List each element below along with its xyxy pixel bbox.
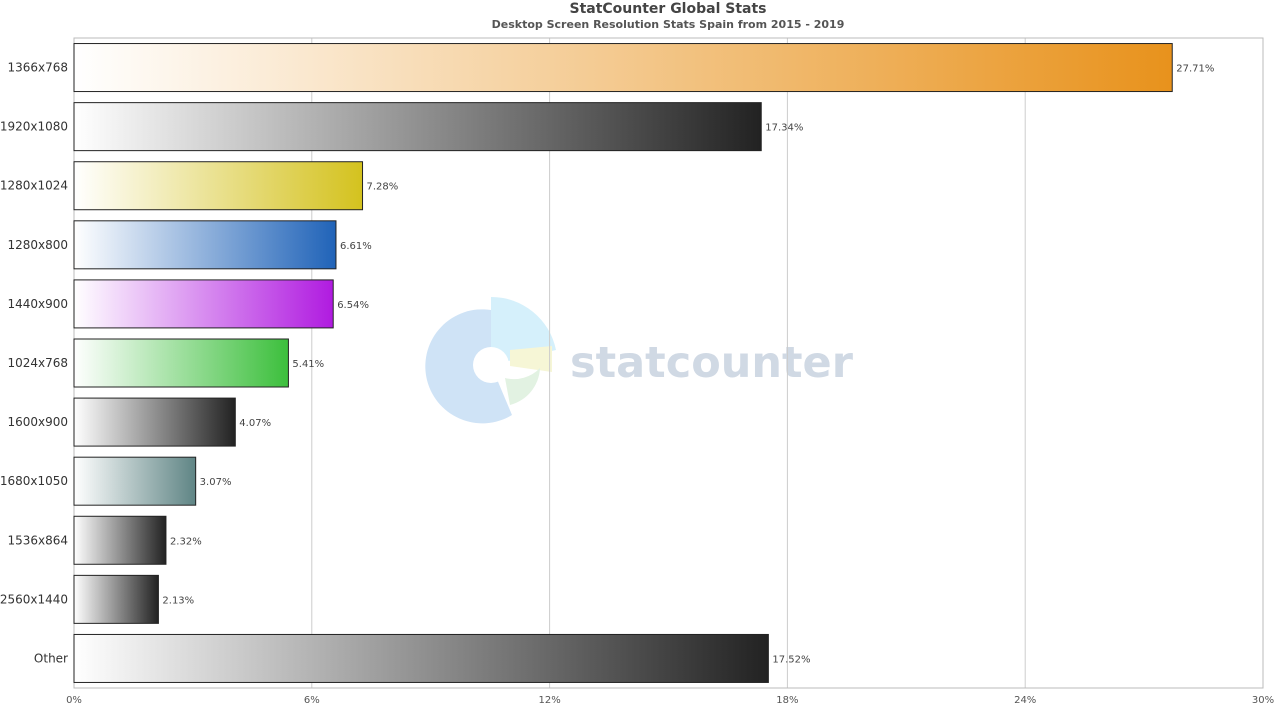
data-label: 27.71% xyxy=(1176,64,1214,75)
data-label: 7.28% xyxy=(367,182,399,193)
watermark-logo-yellow xyxy=(510,346,552,372)
category-label: 1280x1024 xyxy=(0,179,68,193)
data-label: 5.41% xyxy=(292,359,324,370)
watermark-text: statcounter xyxy=(570,338,854,388)
bar xyxy=(73,161,364,211)
data-label: 2.13% xyxy=(162,595,194,606)
category-label: Other xyxy=(34,651,68,665)
chart-subtitle: Desktop Screen Resolution Stats Spain fr… xyxy=(491,18,845,31)
data-label: 6.54% xyxy=(337,300,369,311)
category-label: 1440x900 xyxy=(7,297,68,311)
x-tick-label: 0% xyxy=(66,695,82,706)
statcounter-watermark: statcounter xyxy=(425,296,854,424)
bar xyxy=(73,102,762,152)
category-label: 1680x1050 xyxy=(0,474,68,488)
data-label: 6.61% xyxy=(340,241,372,252)
category-label: 1366x768 xyxy=(7,61,68,75)
bar xyxy=(73,338,289,388)
category-label: 2560x1440 xyxy=(0,592,68,606)
data-label: 4.07% xyxy=(239,418,271,429)
bar xyxy=(73,220,337,270)
x-tick-label: 12% xyxy=(538,695,560,706)
x-tick-label: 18% xyxy=(776,695,798,706)
data-label: 17.34% xyxy=(765,123,803,134)
bar xyxy=(73,43,1173,93)
category-label: 1920x1080 xyxy=(0,120,68,134)
x-tick-label: 6% xyxy=(304,695,320,706)
category-label: 1024x768 xyxy=(7,356,68,370)
bar xyxy=(73,279,334,329)
category-label: 1280x800 xyxy=(7,238,68,252)
bar xyxy=(73,456,197,506)
category-label: 1536x864 xyxy=(7,533,68,547)
data-label: 17.52% xyxy=(772,654,810,665)
x-tick-label: 30% xyxy=(1252,695,1274,706)
category-label: 1600x900 xyxy=(7,415,68,429)
bar xyxy=(73,397,236,447)
chart-title: StatCounter Global Stats xyxy=(569,1,767,17)
bar xyxy=(73,574,159,624)
watermark-logo-main xyxy=(425,309,512,424)
data-label: 3.07% xyxy=(200,477,232,488)
watermark-logo-green xyxy=(505,368,540,405)
data-label: 2.32% xyxy=(170,536,202,547)
bar xyxy=(73,633,769,683)
watermark-logo-hole xyxy=(473,347,509,383)
x-tick-label: 24% xyxy=(1014,695,1036,706)
bar xyxy=(73,515,167,565)
